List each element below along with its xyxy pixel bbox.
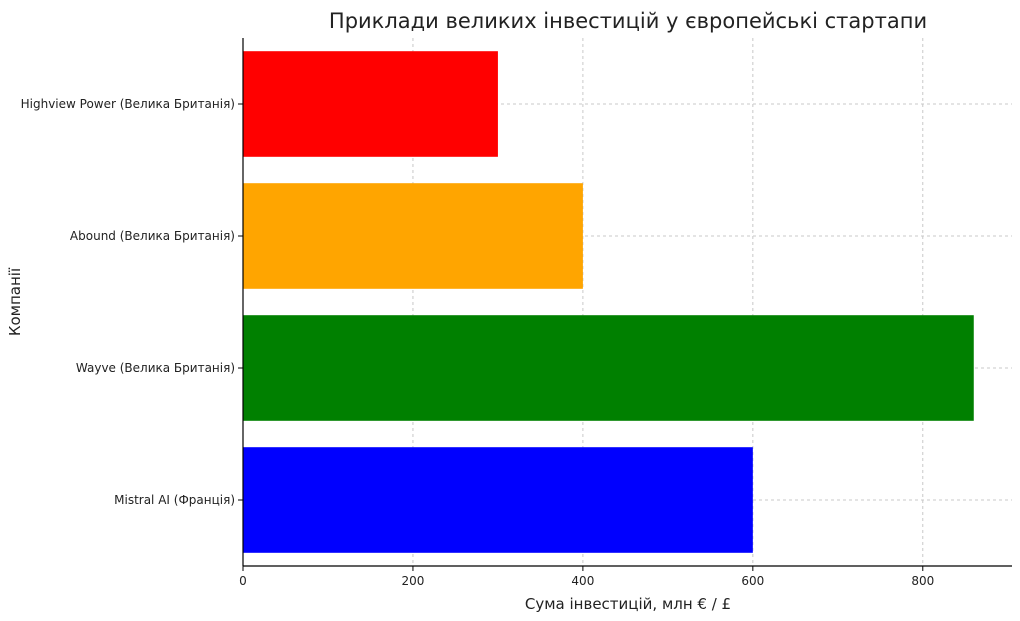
- x-tick-label: 0: [239, 574, 247, 588]
- x-tick-label: 600: [741, 574, 764, 588]
- bars: [243, 51, 974, 553]
- y-tick-label: Mistral AI (Франція): [114, 493, 235, 507]
- x-tick-label: 400: [571, 574, 594, 588]
- bar: [243, 447, 753, 553]
- tick-labels: 0 200 400 600 800 Mistral AI (Франція) Wayve (…: [21, 97, 935, 588]
- bar: [243, 183, 583, 289]
- y-tick-label: Highview Power (Велика Британія): [21, 97, 235, 111]
- bar: [243, 315, 974, 421]
- y-axis-label: Компанії: [6, 267, 24, 336]
- y-tick-label: Abound (Велика Британія): [70, 229, 235, 243]
- bar: [243, 51, 498, 157]
- y-tick-label: Wayve (Велика Британія): [76, 361, 235, 375]
- x-axis-label: Сума інвестицій, млн € / £: [525, 595, 731, 613]
- x-tick-label: 200: [401, 574, 424, 588]
- x-tick-label: 800: [911, 574, 934, 588]
- chart-title: Приклади великих інвестицій у європейськ…: [329, 9, 927, 33]
